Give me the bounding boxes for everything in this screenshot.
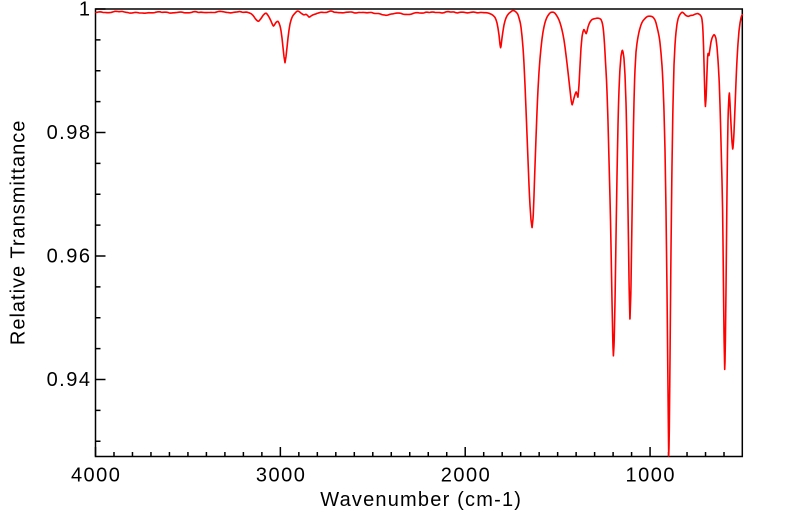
svg-text:4000: 4000: [71, 465, 122, 487]
svg-text:0.98: 0.98: [47, 122, 92, 144]
svg-text:Relative Transmittance: Relative Transmittance: [8, 120, 30, 345]
svg-text:0.94: 0.94: [47, 369, 92, 391]
svg-text:Wavenumber (cm-1): Wavenumber (cm-1): [320, 489, 522, 511]
svg-text:3000: 3000: [256, 465, 307, 487]
svg-text:0.96: 0.96: [47, 246, 92, 268]
svg-text:1: 1: [79, 0, 92, 21]
svg-text:1000: 1000: [626, 465, 677, 487]
svg-text:2000: 2000: [441, 465, 492, 487]
